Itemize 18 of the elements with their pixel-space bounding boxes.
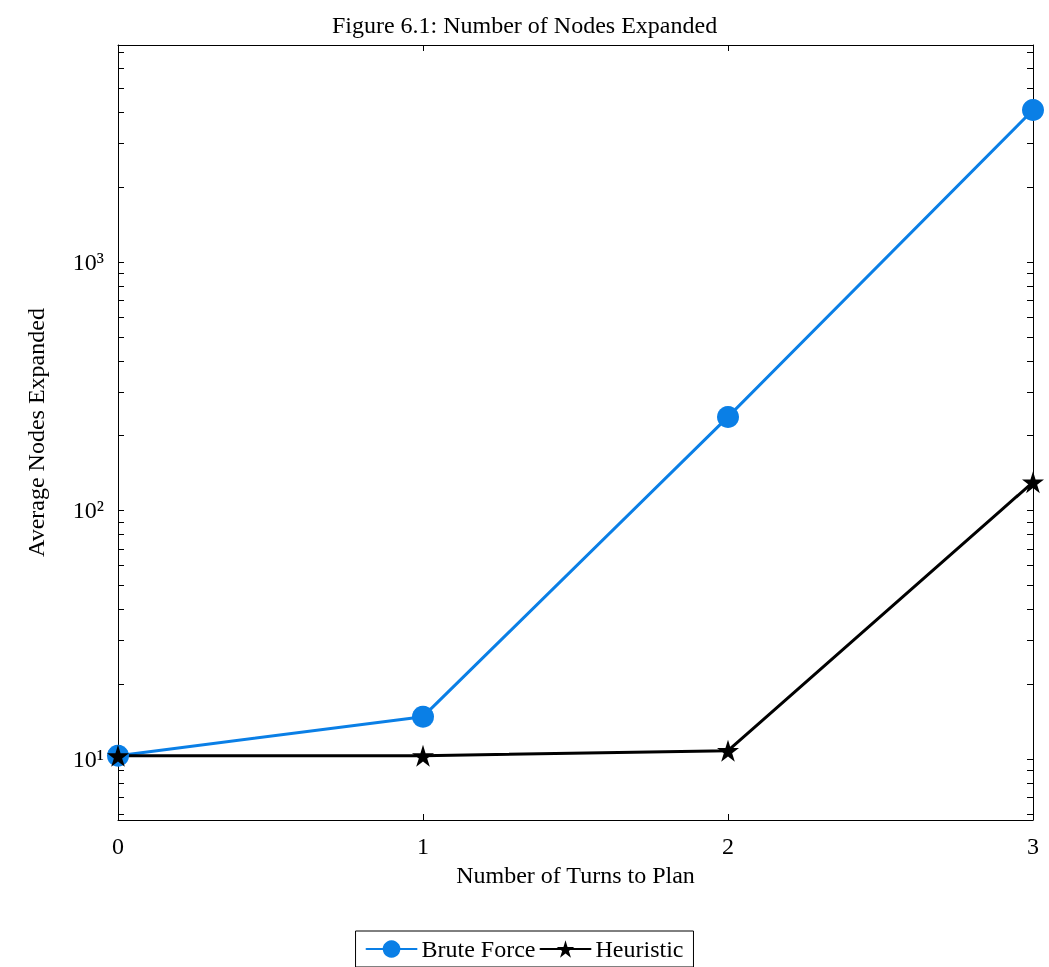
- legend-label: Brute Force: [421, 936, 536, 962]
- y-axis-title: Average Nodes Expanded: [23, 308, 49, 557]
- x-tick-label: 0: [112, 833, 124, 859]
- legend-label: Heuristic: [595, 936, 684, 962]
- point: [1022, 99, 1044, 121]
- x-tick-label: 3: [1027, 833, 1039, 859]
- x-tick-label: 2: [722, 833, 734, 859]
- x-tick-label: 1: [417, 833, 429, 859]
- point: [412, 705, 434, 728]
- point: [717, 405, 739, 428]
- point: [717, 739, 739, 762]
- y-tick-label: 10³: [72, 249, 104, 275]
- y-tick-label: 10¹: [72, 745, 104, 772]
- point: [412, 744, 434, 767]
- chart-title: Figure 6.1: Number of Nodes Expanded: [331, 12, 718, 38]
- y-tick-label: 10²: [72, 497, 104, 524]
- x-axis-title: Number of Turns to Plan: [456, 861, 695, 888]
- point: [1022, 471, 1044, 494]
